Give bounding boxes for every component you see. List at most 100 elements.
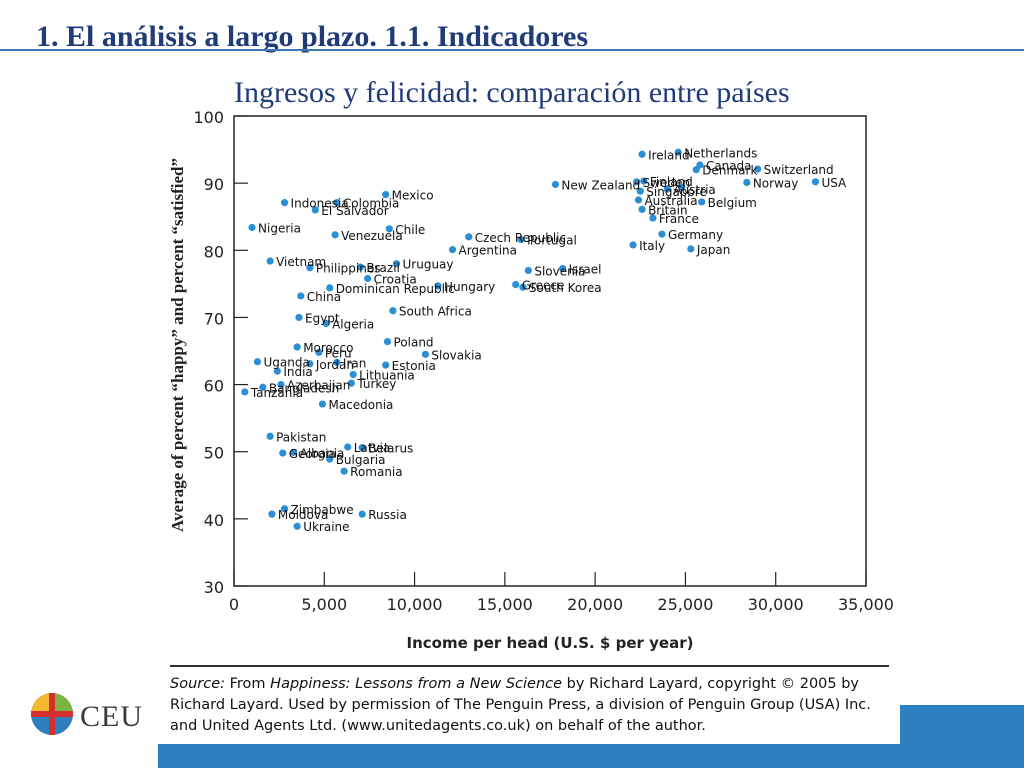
x-axis-label: Income per head (U.S. $ per year) [407,634,694,652]
data-point-label: Macedonia [328,398,393,412]
data-point-label: China [307,290,341,304]
data-point-label: Britain [648,203,688,217]
data-point-label: Czech Republic [475,231,566,245]
data-point-label: Uganda [263,356,309,370]
data-point-label: Latvia [354,441,391,455]
y-tick-label: 60 [204,377,224,396]
data-point-label: Brazil [366,261,400,275]
data-point-label: Chile [395,223,425,237]
data-point-label: Dominican Republic [336,282,455,296]
data-point-label: Indonesia [291,197,349,211]
data-point [674,148,682,156]
data-point-label: Azerbaijan [287,379,350,393]
data-point [268,510,276,518]
data-point-label: Algeria [332,317,374,331]
data-point-label: Lithuania [359,369,415,383]
data-point-label: Canada [706,159,752,173]
data-point-label: Georgia [289,447,336,461]
data-point-label: South Korea [529,281,602,295]
data-point-label: Tanzania [250,386,303,400]
data-point-label: Venezuela [341,229,403,243]
data-point [389,307,397,315]
data-point [633,178,641,186]
data-point [698,198,706,206]
data-point [333,358,341,367]
y-tick-label: 80 [204,242,224,261]
data-point [266,432,274,440]
data-point [559,264,567,273]
data-point-label: Russia [368,508,407,522]
data-point-label: Greece [522,279,565,293]
chart-axes: 30 40 50 60 70 80 90 100 0 5,000 10,000 15,000 20,00… [193,108,894,614]
data-point-label: Finland [650,175,693,189]
data-point [649,214,657,222]
data-point-label: Slovakia [431,348,481,362]
x-tick-label: 0 [229,595,239,614]
data-point-label: Norway [753,176,799,190]
y-tick-label: 40 [204,511,224,530]
data-point-label: Bangladesh [269,381,339,395]
source-text-1: From [225,676,271,692]
data-point-label: Egypt [305,311,340,325]
data-point [295,313,303,322]
data-point [687,245,695,253]
data-point-label: Ukraine [303,520,349,534]
data-point [382,190,390,199]
data-point [306,264,314,272]
data-point [333,199,341,207]
data-point [289,448,298,456]
data-point-label: Colombia [343,197,399,211]
y-tick-label: 30 [204,578,224,597]
plot-frame [233,115,867,587]
data-point-label: Germany [668,228,723,242]
data-point [280,199,289,207]
data-point [340,467,348,475]
data-point [663,185,671,193]
source-citation: Source: From Happiness: Lessons from a N… [170,674,890,737]
data-point [638,150,646,158]
data-point-label: Slovenia [534,264,585,278]
data-point [358,444,366,452]
data-point-label: Romania [350,465,402,479]
data-point-label: El Salvador [321,204,388,218]
data-point [306,360,314,368]
data-point-label: Sweden [643,176,690,190]
data-point [315,348,323,356]
source-book-title: Happiness: Lessons from a New Science [270,676,563,692]
data-point [311,206,319,214]
data-point [524,266,532,275]
data-point [638,205,646,213]
data-point-label: Albania [300,446,345,460]
data-point [754,165,762,173]
data-point [421,350,430,358]
data-point [279,449,287,457]
data-point-label: Jordan [315,358,354,372]
data-point-label: Austria [673,183,715,197]
data-point-label: Vietnam [276,255,326,269]
data-point-label: Belgium [708,196,757,210]
data-point [273,367,281,375]
data-point-label: Estonia [392,359,436,373]
data-point [519,283,527,291]
data-point-label: Australia [644,194,697,208]
data-point [634,196,643,204]
data-point [743,178,751,187]
y-tick-label: 70 [204,309,224,328]
slide-subtitle: Ingresos y felicidad: comparación entre … [234,76,790,109]
data-point-label: Iran [343,356,366,370]
x-tick-label: 15,000 [477,595,533,614]
data-point [331,231,339,239]
data-point-label: Bulgaria [336,453,386,467]
source-panel [158,668,900,744]
data-point [293,343,301,351]
data-point-label: Japan [696,243,730,257]
data-point [512,280,520,289]
data-point-label: India [283,365,312,379]
data-point [658,230,666,238]
data-point [266,257,274,265]
data-point-label: New Zealand [561,178,640,192]
data-point-label: Poland [393,336,433,350]
data-point [241,388,249,396]
